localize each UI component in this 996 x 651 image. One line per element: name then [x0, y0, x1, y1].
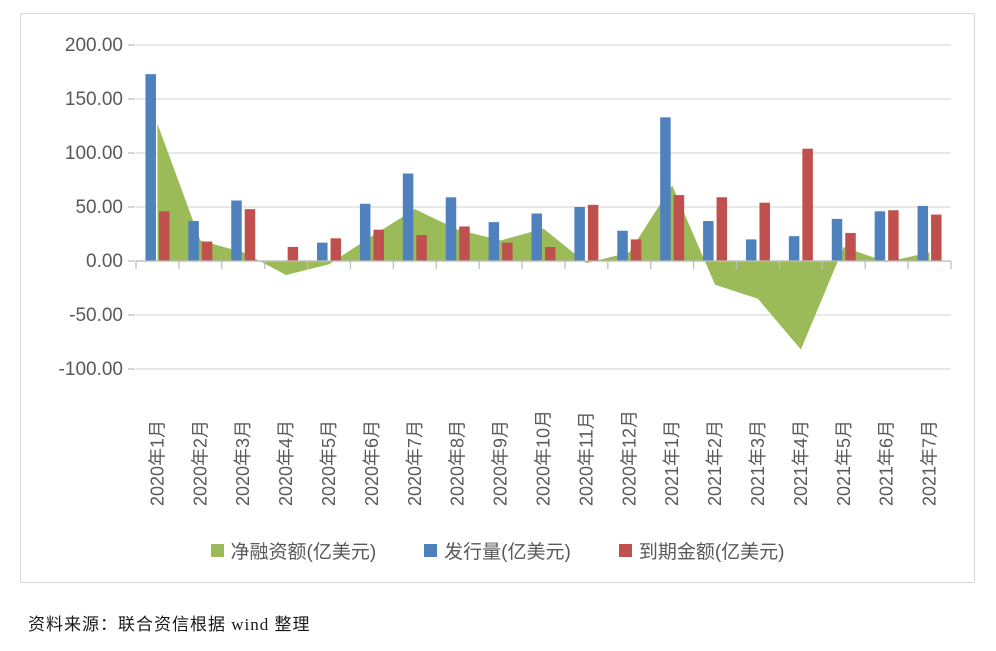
bar-issuance-2020年12月: [617, 230, 628, 261]
bar-issuance-2021年3月: [745, 239, 757, 261]
bar-maturity-2021年6月: [888, 210, 899, 261]
x-axis-label-2020年1月: 2020年1月: [147, 420, 167, 506]
y-axis-label--100: -100.00: [59, 359, 123, 380]
bar-maturity-2021年3月: [759, 202, 770, 261]
source-caption: 资料来源：联合资信根据 wind 整理: [28, 615, 311, 634]
legend-label-net-financing: 净融资额(亿美元): [230, 542, 377, 563]
x-axis-label-2020年7月: 2020年7月: [405, 420, 425, 506]
bar-issuance-2021年6月: [874, 211, 886, 261]
bar-issuance-2020年1月: [145, 74, 156, 261]
bar-maturity-2021年5月: [845, 232, 856, 261]
bar-maturity-2021年4月: [802, 148, 813, 261]
chart-legend: 净融资额(亿美元) 发行量(亿美元) 到期金额(亿美元): [21, 537, 974, 564]
y-axis-label-50: 50.00: [75, 197, 123, 218]
bar-maturity-2020年12月: [630, 239, 642, 261]
x-axis-label-2020年9月: 2020年9月: [491, 420, 511, 506]
chart-svg: 200.00 150.00 100.00 50.00 0.00 -50.00 -100.00…: [59, 35, 952, 506]
x-axis-label-2020年11月: 2020年11月: [576, 411, 596, 506]
bar-issuance-2020年11月: [574, 207, 585, 261]
chart-container: 200.00 150.00 100.00 50.00 0.00 -50.00 -100.00…: [20, 13, 975, 583]
bar-issuance-2020年8月: [445, 197, 457, 261]
x-axis-label-2020年4月: 2020年4月: [276, 420, 296, 506]
bar-issuance-2021年5月: [831, 218, 843, 261]
y-axis-label-150: 150.00: [65, 89, 123, 110]
bar-issuance-2020年10月: [531, 213, 542, 261]
x-axis-label-2020年8月: 2020年8月: [448, 420, 468, 506]
bar-issuance-2020年9月: [488, 222, 500, 261]
bar-maturity-2020年1月: [158, 211, 170, 261]
bar-issuance-2021年4月: [788, 236, 800, 261]
bar-maturity-2020年4月: [287, 246, 299, 261]
x-axis-label-2020年5月: 2020年5月: [319, 420, 339, 506]
x-axis-label-2021年4月: 2021年4月: [791, 420, 811, 506]
bar-maturity-2020年2月: [201, 241, 213, 261]
x-axis-label-2021年5月: 2021年5月: [834, 420, 854, 506]
bar-maturity-2020年11月: [587, 204, 599, 261]
bar-issuance-2020年5月: [317, 242, 328, 261]
bar-maturity-2020年7月: [416, 235, 427, 261]
bar-maturity-2021年7月: [931, 214, 942, 261]
legend-label-maturity: 到期金额(亿美元): [638, 542, 785, 563]
bar-maturity-2020年5月: [330, 238, 342, 261]
y-axis-label-200: 200.00: [65, 35, 123, 56]
x-axis-label-2021年1月: 2021年1月: [662, 420, 682, 506]
legend-item-maturity: 到期金额(亿美元): [618, 537, 785, 564]
legend-swatch-net-financing-icon: [210, 544, 224, 557]
bar-issuance-2020年6月: [359, 203, 371, 261]
legend-swatch-issuance-icon: [424, 544, 438, 557]
bar-maturity-2020年3月: [244, 209, 256, 261]
bar-maturity-2020年6月: [373, 229, 384, 261]
legend-swatch-maturity-icon: [618, 544, 632, 557]
x-axis-label-2021年3月: 2021年3月: [748, 420, 768, 506]
area-net-financing: [157, 123, 930, 350]
x-axis-label-2021年6月: 2021年6月: [877, 420, 897, 506]
x-axis-label-2020年2月: 2020年2月: [190, 420, 210, 506]
bar-issuance-2021年1月: [660, 117, 671, 261]
bar-issuance-2021年7月: [917, 205, 929, 261]
x-axis-label-2021年2月: 2021年2月: [705, 420, 725, 506]
x-axis-label-2020年3月: 2020年3月: [233, 420, 253, 506]
legend-label-issuance: 发行量(亿美元): [444, 542, 571, 563]
bar-issuance-2020年7月: [402, 173, 414, 261]
bar-issuance-2021年2月: [703, 221, 714, 261]
bar-issuance-2020年2月: [188, 221, 199, 261]
y-axis-label-100: 100.00: [65, 143, 123, 164]
bar-issuance-2020年3月: [231, 200, 242, 261]
legend-item-net-financing: 净融资额(亿美元): [210, 537, 377, 564]
y-axis-label--50: -50.00: [69, 305, 123, 326]
bar-maturity-2020年8月: [459, 226, 470, 261]
y-axis-label-0: 0.00: [86, 251, 123, 272]
bar-maturity-2020年10月: [545, 246, 556, 261]
legend-item-issuance: 发行量(亿美元): [424, 537, 571, 564]
x-axis-label-2021年7月: 2021年7月: [920, 420, 940, 506]
x-axis-label-2020年10月: 2020年10月: [534, 410, 554, 506]
x-axis-label-2020年6月: 2020年6月: [362, 420, 382, 506]
bar-maturity-2021年1月: [673, 195, 685, 261]
bar-maturity-2020年9月: [502, 242, 513, 261]
bar-maturity-2021年2月: [716, 197, 728, 261]
x-axis-label-2020年12月: 2020年12月: [619, 410, 639, 506]
